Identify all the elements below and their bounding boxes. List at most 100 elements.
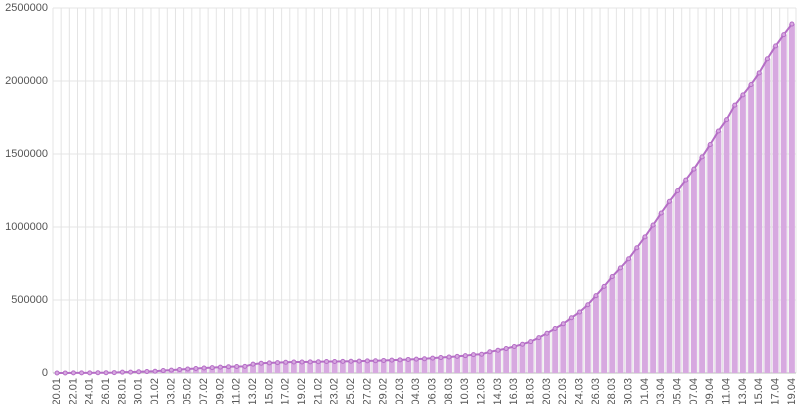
bar — [266, 362, 273, 373]
point — [666, 198, 672, 204]
point — [593, 293, 599, 299]
point — [70, 370, 76, 376]
x-tick-label: 11.02 — [231, 378, 243, 404]
bar — [772, 45, 779, 374]
x-tick-label: 24.03 — [574, 378, 586, 404]
x-tick-label: 06.03 — [427, 378, 439, 404]
x-tick-label: 04.03 — [410, 378, 422, 404]
y-tick-label: 1500000 — [5, 148, 48, 160]
point — [168, 367, 174, 373]
point — [226, 364, 232, 370]
point — [315, 359, 321, 365]
point — [307, 359, 313, 365]
point — [715, 128, 721, 134]
point — [413, 356, 419, 362]
x-tick-label: 12.03 — [476, 378, 488, 404]
x-tick-label: 17.04 — [769, 378, 781, 404]
x-tick-label: 05.04 — [672, 378, 684, 404]
bar — [331, 361, 338, 373]
x-tick-label: 02.03 — [394, 378, 406, 404]
bar — [617, 267, 624, 373]
bar — [682, 180, 689, 373]
point — [446, 354, 452, 360]
x-tick-label: 18.03 — [525, 378, 537, 404]
bar — [584, 304, 591, 373]
bar — [674, 190, 681, 373]
bar — [666, 201, 673, 373]
x-tick-label: 07.04 — [688, 378, 700, 404]
point — [332, 358, 338, 364]
x-tick-label: 15.02 — [263, 378, 275, 404]
bar — [201, 367, 207, 373]
bar — [739, 94, 746, 374]
x-tick-label: 13.02 — [247, 378, 259, 404]
bar — [593, 295, 599, 373]
point — [519, 341, 525, 347]
point — [160, 368, 166, 374]
point — [356, 358, 362, 364]
bar — [209, 367, 216, 373]
bar — [691, 169, 697, 373]
x-tick-label: 14.03 — [492, 378, 504, 404]
point — [364, 358, 370, 364]
bar — [764, 58, 771, 373]
point — [381, 357, 387, 363]
point — [454, 353, 460, 359]
bar — [380, 360, 387, 373]
x-tick-label: 10.03 — [459, 378, 471, 404]
bar — [478, 354, 485, 373]
bar — [225, 366, 232, 373]
x-tick-label: 09.04 — [704, 378, 716, 404]
bar — [650, 225, 657, 373]
point — [781, 32, 787, 38]
x-tick-label: 30.03 — [623, 378, 635, 404]
bar — [241, 366, 248, 373]
point — [528, 339, 534, 345]
bar — [470, 354, 477, 373]
point — [177, 367, 183, 373]
bar — [568, 317, 575, 373]
x-tick-label: 28.01 — [116, 378, 128, 404]
x-tick-label: 05.02 — [182, 378, 194, 404]
bar — [723, 119, 730, 374]
point — [438, 355, 444, 361]
x-tick-label: 19.04 — [786, 378, 798, 404]
x-tick-label: 17.02 — [280, 378, 292, 404]
point — [234, 363, 240, 369]
bar — [364, 360, 371, 373]
point — [54, 370, 60, 376]
x-tick-label: 28.03 — [606, 378, 618, 404]
point — [119, 369, 125, 375]
bar — [633, 247, 640, 373]
bar — [315, 361, 322, 373]
point — [422, 356, 427, 362]
bar — [519, 344, 526, 373]
point — [62, 370, 68, 376]
x-tick-label: 23.02 — [329, 378, 341, 404]
x-tick-label: 01.02 — [149, 378, 161, 404]
bar — [446, 356, 452, 373]
point — [544, 330, 550, 336]
bar — [413, 359, 420, 373]
y-tick-label: 2500000 — [5, 2, 48, 14]
point — [560, 321, 566, 327]
bar — [780, 34, 787, 373]
point — [258, 360, 264, 366]
x-tick-label: 22.01 — [67, 378, 79, 404]
point — [764, 56, 770, 62]
y-tick-label: 1000000 — [5, 221, 48, 233]
bar — [405, 359, 412, 373]
x-tick-label: 21.02 — [312, 378, 324, 404]
bar — [715, 131, 722, 373]
bar — [642, 236, 648, 373]
bar — [307, 361, 314, 373]
bar — [397, 359, 403, 373]
point — [136, 369, 142, 375]
point — [193, 366, 199, 372]
point — [503, 346, 509, 352]
x-tick-label: 22.03 — [557, 378, 569, 404]
bar — [527, 341, 534, 373]
bar — [560, 323, 567, 373]
point — [675, 188, 681, 194]
